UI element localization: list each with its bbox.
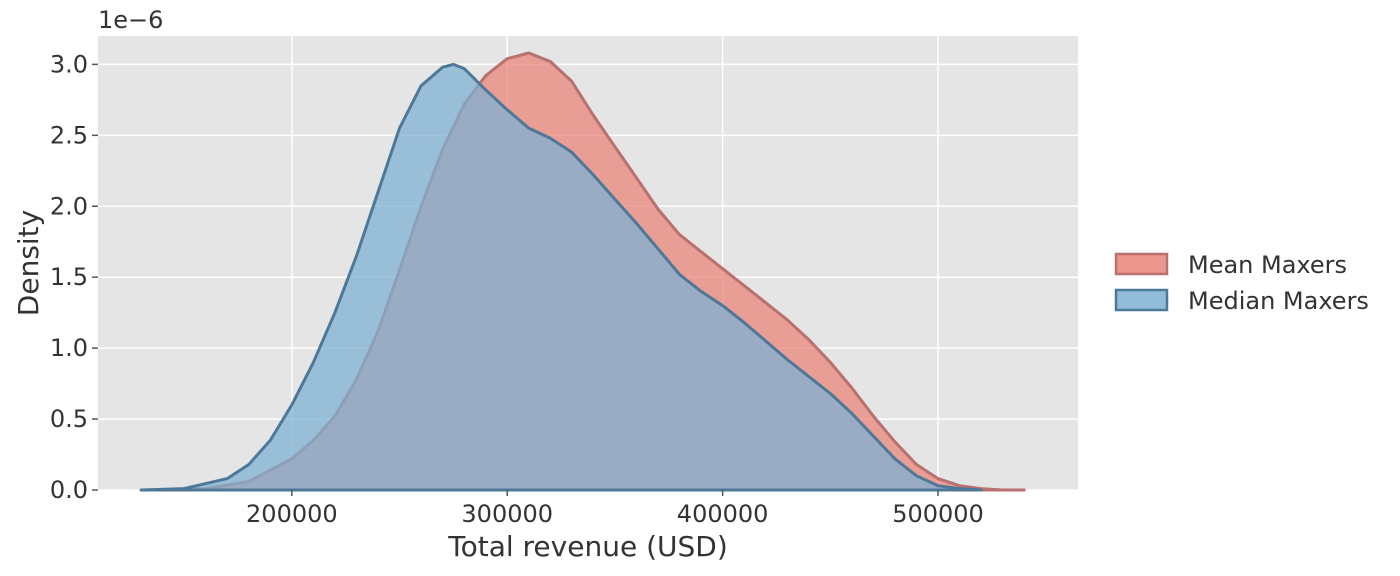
x-tick-label: 200000 [246, 500, 338, 528]
x-tick-label: 500000 [892, 500, 984, 528]
legend-swatch-median-maxers [1114, 288, 1169, 312]
x-axis-label: Total revenue (USD) [447, 530, 728, 563]
y-tick-label: 2.0 [50, 192, 88, 220]
legend-label-median-maxers: Median Maxers [1188, 287, 1369, 315]
y-tick-label: 3.0 [50, 50, 88, 78]
y-tick-label: 1.5 [50, 263, 88, 291]
x-ticks: 200000 300000 400000 500000 [246, 490, 984, 528]
legend-swatch-mean-maxers [1114, 252, 1169, 276]
legend: Mean Maxers Median Maxers [1114, 251, 1369, 315]
y-scale-label: 1e−6 [98, 6, 163, 34]
x-tick-label: 300000 [461, 500, 553, 528]
density-areas [139, 51, 1026, 492]
y-ticks: 0.0 0.5 1.0 1.5 2.0 2.5 3.0 [50, 50, 98, 504]
y-tick-label: 1.0 [50, 334, 88, 362]
y-tick-label: 2.5 [50, 121, 88, 149]
legend-label-mean-maxers: Mean Maxers [1188, 251, 1347, 279]
x-tick-label: 400000 [677, 500, 769, 528]
density-area-median-maxers [139, 62, 983, 492]
y-axis-label: Density [12, 210, 45, 316]
y-tick-label: 0.0 [50, 476, 88, 504]
y-tick-label: 0.5 [50, 405, 88, 433]
